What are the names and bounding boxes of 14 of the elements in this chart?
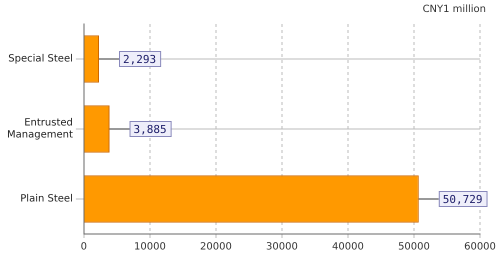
x-tick-label: 50000 [398,242,430,253]
y-tick-label: Special Steel [8,54,73,65]
x-tick-label: 10000 [134,242,166,253]
data-label: 2,293 [123,52,156,66]
x-tick-label: 0 [80,242,88,253]
data-label: 50,729 [442,192,483,206]
text: CNY1 million [422,4,486,15]
x-tick-label: 40000 [332,242,364,253]
y-tick-label: Plain Steel [20,194,73,205]
x-tick-label: 60000 [464,242,496,253]
x-tick-label: 20000 [200,242,232,253]
y-tick-label: Entrusted Management [7,118,73,141]
x-tick-label: 30000 [266,242,298,253]
data-label: 3,885 [134,122,167,136]
